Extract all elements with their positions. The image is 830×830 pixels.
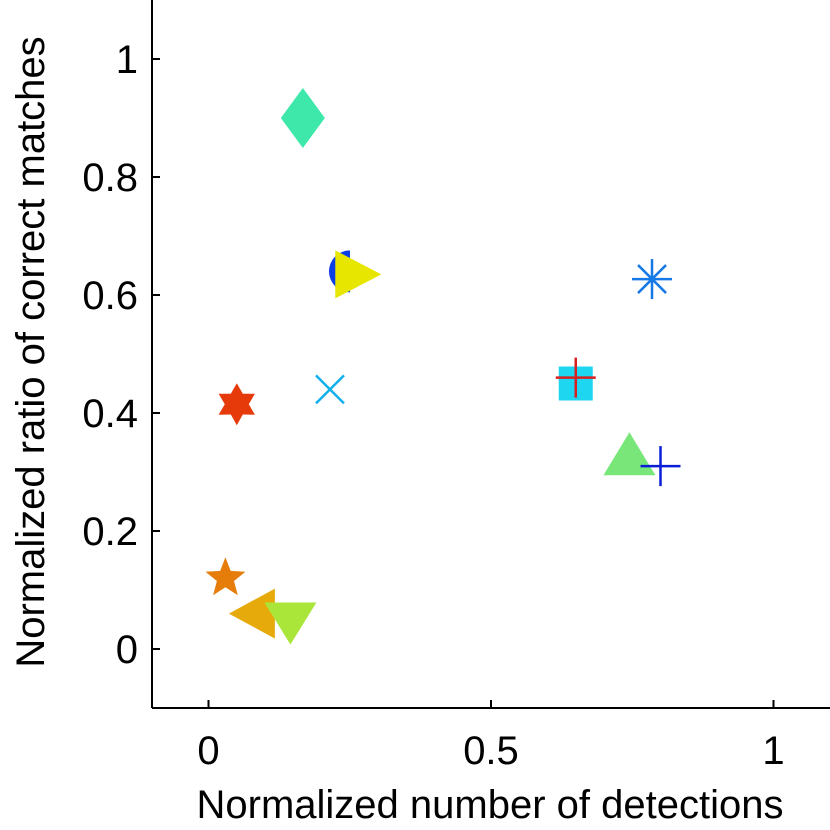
data-point-pentagram — [205, 557, 246, 596]
axes: 0 0.5 1 0 0.2 0.4 0.6 0.8 1 — [82, 0, 830, 773]
data-point-diamond — [280, 88, 325, 148]
data-point-hexagram — [218, 383, 255, 426]
y-axis-title: Normalized ratio of correct matches — [9, 36, 53, 667]
data-point-x — [315, 374, 345, 405]
y-tick-label: 0.8 — [82, 156, 138, 200]
x-axis-title: Normalized number of detections — [197, 783, 784, 827]
data-point-triangle-right — [335, 250, 382, 299]
data-point-triangle-up — [603, 432, 656, 476]
y-tick-label: 0.4 — [82, 392, 138, 436]
x-tick-label: 0 — [197, 729, 219, 773]
data-point-plus — [640, 446, 681, 487]
y-tick-label: 0.6 — [82, 274, 138, 318]
x-tick-label: 1 — [762, 729, 784, 773]
data-points — [205, 88, 681, 645]
data-point-plus — [555, 357, 596, 398]
y-tick-label: 0.2 — [82, 510, 138, 554]
data-point-triangle-down — [264, 602, 317, 645]
data-point-triangle-left — [228, 588, 275, 639]
y-tick-label: 1 — [116, 38, 138, 82]
y-tick-label: 0 — [116, 628, 138, 672]
data-point-asterisk — [632, 259, 673, 300]
x-tick-label: 0.5 — [463, 729, 519, 773]
